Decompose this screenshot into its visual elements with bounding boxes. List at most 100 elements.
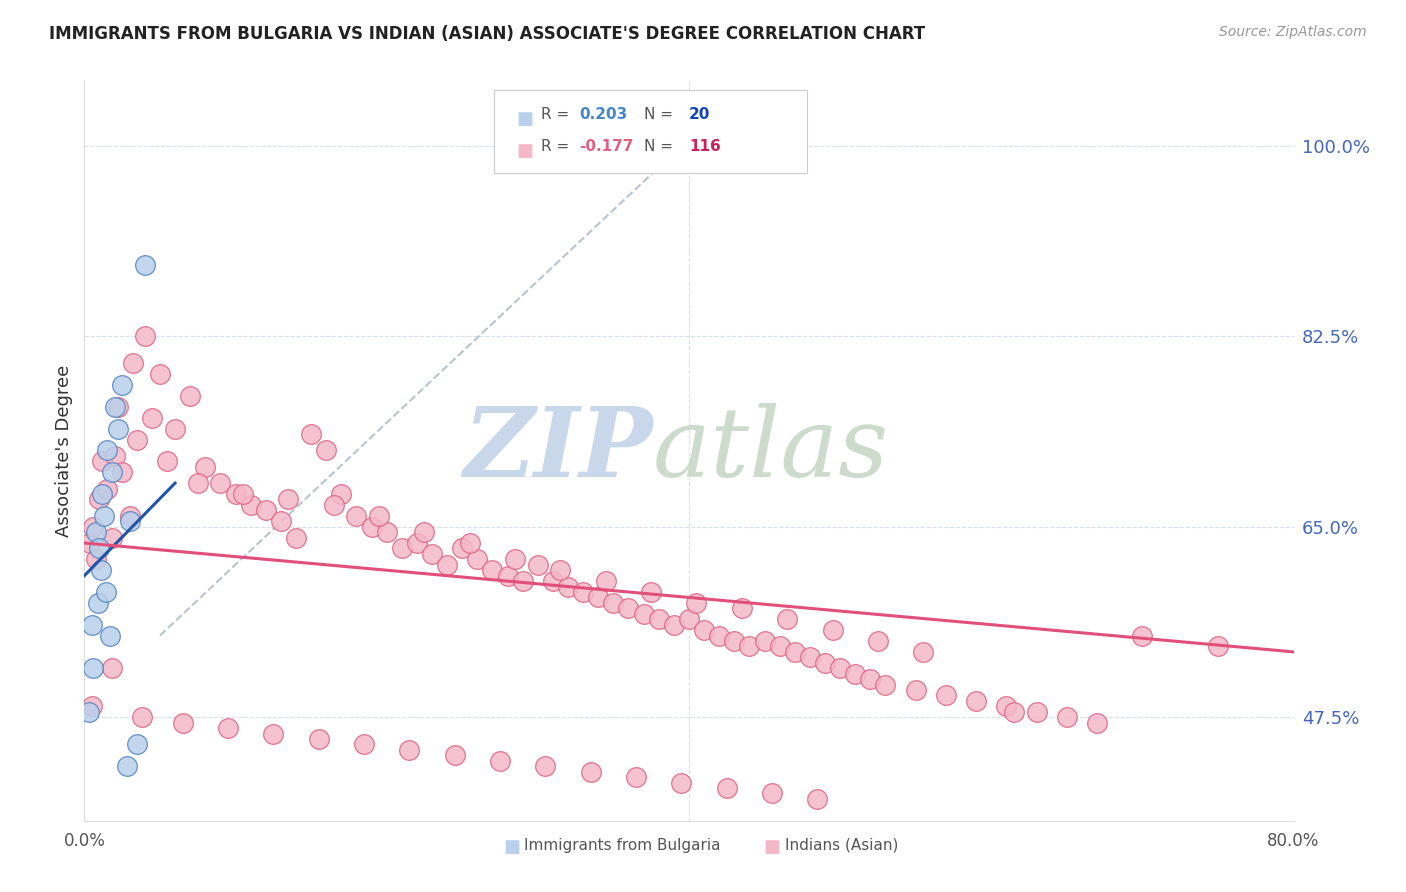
Point [149,368,172,382]
Point [96,482,118,496]
Point [87,596,110,610]
Point [1025,705,1047,719]
Point [595,574,617,588]
Point [127,433,149,447]
Point [179,389,201,403]
Point [776,612,799,626]
Point [100,531,122,545]
Point [91,487,114,501]
Text: 0.203: 0.203 [579,107,627,122]
Point [285,531,308,545]
Text: atlas: atlas [652,403,889,498]
Point [299,427,322,442]
Point [90,563,112,577]
Point [89,492,111,507]
Point [503,552,526,566]
Point [346,508,368,523]
Point [107,422,129,436]
Point [1132,628,1154,642]
Point [806,792,828,806]
Point [662,617,685,632]
Point [859,672,882,686]
Point [406,536,429,550]
Point [527,558,550,572]
Point [353,738,375,752]
Point [330,487,353,501]
Point [111,378,134,392]
Point [467,552,489,566]
Point [79,536,101,550]
Point [141,410,163,425]
Point [194,459,217,474]
Point [368,508,391,523]
Point [783,645,806,659]
Text: N =: N = [644,107,678,122]
Point [685,596,707,610]
Point [131,710,153,724]
Point [111,465,134,479]
Text: ■: ■ [516,110,533,128]
Point [187,476,209,491]
Point [94,585,117,599]
Point [844,666,866,681]
Point [769,640,792,654]
Point [413,525,436,540]
Point [678,612,700,626]
Point [496,568,519,582]
Point [86,525,108,540]
Text: Source: ZipAtlas.com: Source: ZipAtlas.com [1219,25,1367,39]
Point [451,541,474,556]
Point [723,634,745,648]
Point [98,628,121,642]
Point [172,715,194,730]
Point [104,400,127,414]
Point [489,754,512,768]
Point [731,601,754,615]
Point [209,476,232,491]
Text: 116: 116 [689,139,721,154]
Point [104,449,127,463]
Point [709,628,731,642]
Point [398,743,420,757]
Point [322,498,344,512]
Point [754,634,776,648]
Point [86,552,108,566]
Point [89,541,111,556]
Point [165,422,187,436]
Point [624,770,647,784]
Point [232,487,254,501]
Point [100,465,122,479]
Point [935,689,957,703]
Point [617,601,640,615]
Point [134,329,156,343]
Point [217,721,239,735]
Point [572,585,595,599]
Point [107,400,129,414]
Point [127,738,149,752]
Text: -0.177: -0.177 [579,139,634,154]
Point [550,563,572,577]
Point [80,699,103,714]
Point [965,694,987,708]
Text: Indians (Asian): Indians (Asian) [785,838,898,853]
Point [1206,640,1229,654]
Point [1056,710,1078,724]
Text: 20: 20 [689,107,710,122]
Point [481,563,503,577]
Point [633,607,655,621]
Text: ■: ■ [503,838,520,856]
Point [602,596,624,610]
Point [360,519,382,533]
Point [277,492,299,507]
Point [315,443,337,458]
Point [420,547,443,561]
Point [814,656,837,670]
Point [156,454,179,468]
Point [80,617,103,632]
Point [134,258,156,272]
Point [96,443,118,458]
Point [391,541,413,556]
Point [904,683,927,698]
Text: IMMIGRANTS FROM BULGARIA VS INDIAN (ASIAN) ASSOCIATE'S DEGREE CORRELATION CHART: IMMIGRANTS FROM BULGARIA VS INDIAN (ASIA… [49,25,925,43]
Text: Immigrants from Bulgaria: Immigrants from Bulgaria [524,838,721,853]
